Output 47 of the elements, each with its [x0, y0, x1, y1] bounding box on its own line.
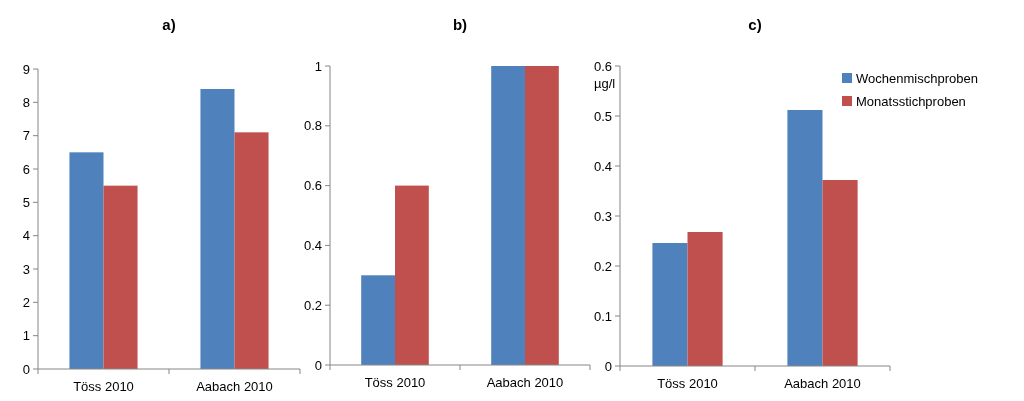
y-tick-label: 3	[22, 261, 30, 277]
bar	[687, 232, 723, 366]
y-tick-label: 2	[22, 294, 30, 310]
bar	[525, 66, 559, 365]
chart-title: b)	[452, 16, 468, 33]
bar	[103, 185, 138, 369]
y-tick-label: 1	[22, 328, 30, 344]
y-tick-label: 1	[314, 58, 322, 74]
y-tick-label: 0	[604, 358, 612, 374]
y-tick-label: 9	[22, 61, 30, 77]
legend-label: Wochenmischproben	[856, 70, 978, 86]
x-tick-label: Töss 2010	[657, 376, 718, 391]
x-tick-label: Aabach 2010	[196, 379, 273, 394]
y-tick-label: 0	[314, 357, 322, 373]
bar	[822, 180, 858, 366]
x-tick-label: Aabach 2010	[486, 375, 564, 390]
y-tick-label: 7	[22, 128, 30, 144]
bar	[491, 66, 525, 365]
y-tick-label: 0.6	[303, 178, 322, 194]
y-tick-label: 8	[22, 94, 30, 110]
y-tick-label: 0.2	[593, 258, 612, 274]
bar	[787, 110, 823, 366]
x-tick-label: Töss 2010	[364, 375, 426, 390]
y-tick-label: 0.1	[593, 308, 612, 324]
chart-title: c)	[748, 16, 762, 33]
x-tick-label: Töss 2010	[73, 379, 134, 394]
y-tick-label: 5	[22, 194, 30, 210]
y-tick-label: 0.5	[593, 108, 612, 124]
bar	[652, 243, 688, 366]
y-tick-label: 0.4	[593, 158, 612, 174]
y-axis-title: µg/l	[594, 76, 616, 91]
y-tick-label: 0.8	[303, 118, 322, 134]
y-tick-label: 4	[22, 228, 30, 244]
bar	[234, 132, 269, 369]
bar	[361, 275, 395, 365]
bar	[200, 89, 235, 369]
y-tick-label: 0.3	[593, 208, 612, 224]
bar	[69, 152, 104, 369]
x-tick-label: Aabach 2010	[784, 376, 861, 391]
y-tick-label: 0.2	[303, 297, 322, 313]
y-tick-label: 6	[22, 161, 30, 177]
bar	[395, 185, 429, 365]
y-tick-label: 0	[22, 361, 30, 377]
y-tick-label: 0.6	[593, 58, 612, 74]
legend-label: Monatsstichproben	[856, 93, 966, 109]
y-tick-label: 0.4	[303, 237, 322, 253]
chart-title: a)	[162, 16, 176, 33]
